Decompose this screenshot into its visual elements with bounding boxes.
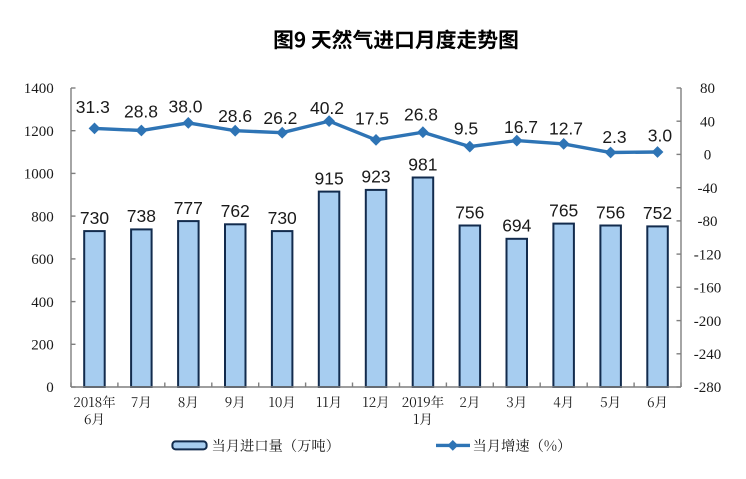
svg-text:1200: 1200: [24, 124, 54, 140]
svg-text:40.2: 40.2: [310, 98, 344, 118]
svg-text:2.3: 2.3: [602, 127, 626, 147]
svg-text:17.5: 17.5: [355, 108, 389, 128]
svg-text:730: 730: [268, 208, 297, 228]
svg-text:1400: 1400: [24, 81, 54, 97]
svg-text:-160: -160: [694, 281, 722, 297]
svg-text:200: 200: [31, 338, 54, 354]
svg-text:28.6: 28.6: [218, 106, 252, 126]
svg-text:40: 40: [700, 114, 715, 130]
svg-text:800: 800: [31, 209, 54, 225]
svg-text:756: 756: [596, 202, 625, 222]
svg-text:80: 80: [700, 81, 715, 97]
svg-text:-240: -240: [694, 347, 722, 363]
svg-text:12.7: 12.7: [549, 119, 583, 139]
svg-text:923: 923: [361, 167, 390, 187]
svg-text:738: 738: [127, 206, 156, 226]
svg-text:26.2: 26.2: [263, 108, 297, 128]
svg-text:730: 730: [80, 208, 109, 228]
svg-text:16.7: 16.7: [504, 117, 538, 137]
svg-text:26.8: 26.8: [404, 105, 438, 125]
svg-text:400: 400: [31, 295, 54, 311]
svg-text:777: 777: [174, 198, 203, 218]
svg-text:0: 0: [704, 148, 712, 164]
svg-text:756: 756: [455, 202, 484, 222]
svg-text:752: 752: [643, 203, 672, 223]
svg-text:981: 981: [408, 154, 437, 174]
svg-text:1000: 1000: [24, 167, 54, 183]
svg-text:694: 694: [502, 216, 531, 236]
svg-text:38.0: 38.0: [168, 97, 202, 117]
svg-text:-40: -40: [698, 181, 718, 197]
svg-text:765: 765: [549, 200, 578, 220]
svg-text:-80: -80: [698, 214, 718, 230]
svg-text:762: 762: [221, 201, 250, 221]
svg-text:31.3: 31.3: [76, 97, 110, 117]
svg-text:0: 0: [46, 380, 54, 396]
svg-text:3.0: 3.0: [648, 126, 673, 146]
svg-text:-200: -200: [694, 314, 722, 330]
svg-text:28.8: 28.8: [124, 101, 158, 121]
svg-text:915: 915: [314, 168, 343, 188]
svg-text:9.5: 9.5: [454, 119, 478, 139]
svg-text:-120: -120: [694, 247, 722, 263]
svg-text:600: 600: [31, 252, 54, 268]
svg-text:-280: -280: [694, 380, 722, 396]
